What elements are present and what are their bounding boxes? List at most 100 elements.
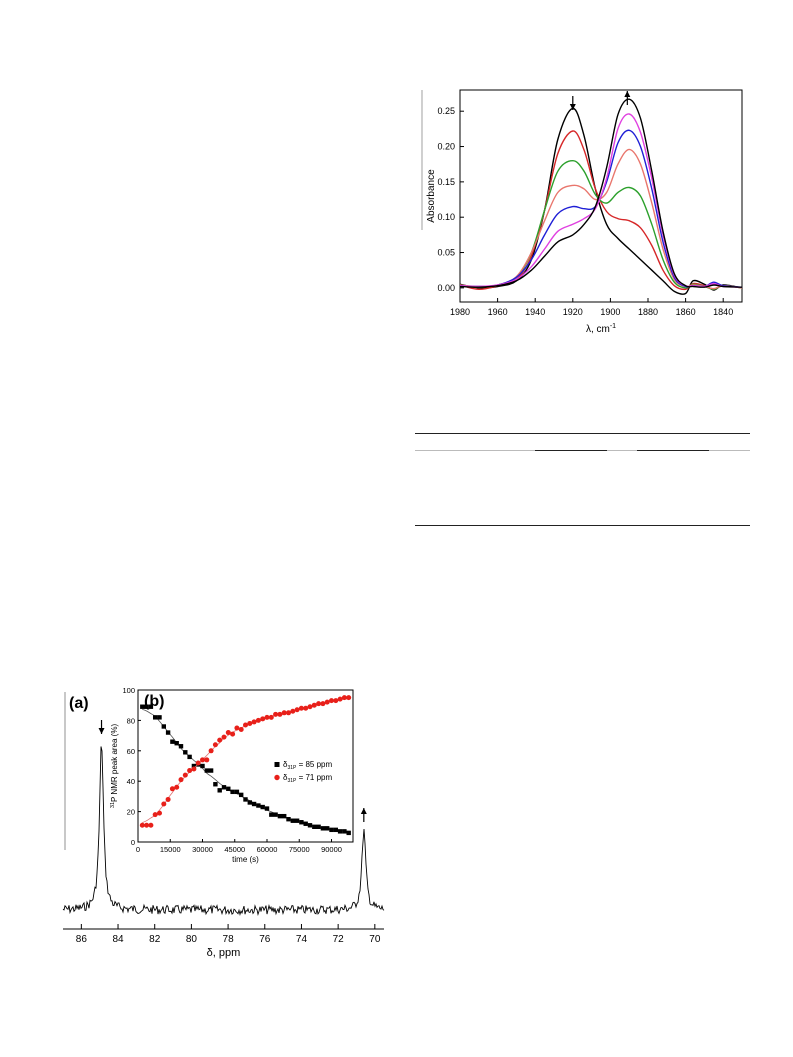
kinetic-point-71ppm [200, 757, 205, 763]
kinetic-y-tick-label: 20 [127, 808, 135, 817]
kinetic-point-71ppm [204, 757, 210, 763]
kinetic-point-85ppm [307, 823, 313, 828]
kinetic-point-71ppm [311, 702, 317, 708]
ir-plot-frame [459, 89, 743, 303]
kinetic-point-71ppm [303, 705, 309, 711]
kinetic-point-85ppm [316, 824, 321, 829]
ir-y-tick-label: 0.25 [437, 106, 455, 116]
kinetic-point-85ppm [260, 804, 265, 810]
nmr-spectrum-line [62, 746, 385, 917]
kinetic-x-tick-label: 75000 [289, 845, 310, 854]
kinetic-point-85ppm [342, 829, 347, 834]
kinetic-plot-frame [137, 689, 354, 843]
kinetic-point-71ppm [225, 730, 231, 736]
kinetic-point-71ppm [247, 720, 253, 726]
kinetic-point-85ppm [247, 800, 252, 805]
kinetic-point-71ppm [238, 727, 244, 733]
ir-y-tick-label: 0.00 [437, 283, 455, 293]
kinetic-point-71ppm [174, 784, 180, 790]
kinetic-point-85ppm [256, 803, 261, 808]
ir-x-tick-label: 1860 [676, 307, 696, 317]
kinetic-point-85ppm [312, 824, 317, 829]
kinetic-point-85ppm [243, 797, 248, 802]
legend-label-2: δ31P = 71 ppm [283, 773, 332, 784]
kinetic-x-axis-label: time (s) [232, 855, 259, 864]
kinetic-x-tick-label: 15000 [160, 845, 181, 854]
ir-x-tick-label: 1980 [450, 307, 470, 317]
kinetic-point-85ppm [333, 827, 338, 833]
kinetic-point-85ppm [320, 826, 326, 831]
kinetic-x-tick-label: 30000 [192, 845, 213, 854]
kinetic-y-tick-label: 100 [122, 686, 135, 695]
kinetic-point-85ppm [191, 763, 197, 769]
table-bottom-rule [415, 525, 750, 526]
kinetic-point-71ppm [294, 707, 300, 713]
kinetic-point-85ppm [153, 715, 158, 720]
kinetic-point-71ppm [243, 722, 248, 728]
kinetic-y-axis-label-text: P NMR peak area (%) [110, 724, 119, 802]
kinetic-point-85ppm [221, 785, 227, 790]
kinetic-point-71ppm [144, 822, 150, 828]
table-top-rule [415, 433, 750, 434]
legend-label-sub: 31P [287, 778, 297, 784]
kinetic-point-71ppm [148, 822, 154, 828]
kinetic-y-tick-label: 0 [131, 838, 135, 847]
nmr-arrow-down-icon [98, 720, 105, 734]
kinetic-point-71ppm [217, 737, 223, 743]
kinetic-point-85ppm [294, 818, 300, 823]
kinetic-point-71ppm [341, 695, 347, 701]
kinetic-point-71ppm [316, 701, 322, 707]
kinetic-point-71ppm [273, 711, 279, 717]
kinetic-point-85ppm [264, 806, 270, 811]
kinetic-point-71ppm [260, 716, 266, 722]
kinetic-point-85ppm [208, 768, 214, 773]
kinetic-point-71ppm [157, 810, 162, 816]
kinetic-point-85ppm [178, 744, 184, 749]
kinetic-point-85ppm [183, 750, 188, 755]
legend-label-value: = 71 ppm [296, 773, 332, 782]
kinetic-point-85ppm [187, 754, 192, 760]
legend-label-sub: 31P [287, 765, 297, 771]
ir-series-line-7 [460, 98, 742, 288]
kinetic-point-85ppm [213, 782, 218, 787]
nmr-x-tick-label: 84 [112, 934, 124, 945]
kinetic-point-71ppm [298, 705, 304, 711]
kinetic-y-tick-label: 80 [127, 716, 135, 725]
kinetic-point-71ppm [324, 699, 330, 705]
ir-y-tick-label: 0.15 [437, 177, 455, 187]
kinetic-y-axis-label: 31P NMR peak area (%) [110, 724, 119, 809]
ir-x-tick-label: 1940 [525, 307, 545, 317]
kinetic-point-71ppm [277, 711, 283, 717]
ir-series-line-3 [460, 159, 742, 290]
kinetic-point-85ppm [277, 813, 283, 819]
kinetic-point-85ppm [140, 704, 145, 709]
kinetic-point-85ppm [157, 715, 162, 720]
kinetic-point-71ppm [195, 760, 201, 766]
nmr-x-tick-label: 86 [76, 934, 88, 945]
kinetic-point-71ppm [329, 698, 334, 704]
kinetic-point-85ppm [325, 826, 330, 831]
kinetic-point-71ppm [165, 796, 171, 802]
kinetic-point-71ppm [337, 696, 343, 702]
kinetic-point-71ppm [139, 822, 145, 828]
kinetic-point-71ppm [333, 698, 339, 704]
kinetic-point-71ppm [182, 772, 188, 778]
kinetic-y-tick-label: 40 [127, 777, 135, 786]
kinetic-x-tick-label: 60000 [257, 845, 278, 854]
kinetic-point-85ppm [282, 813, 287, 819]
ir-series-line-1 [460, 107, 742, 295]
legend-marker-1 [274, 762, 280, 767]
kinetic-point-85ppm [174, 741, 179, 746]
legend-label-value: = 85 ppm [296, 760, 332, 769]
kinetic-point-71ppm [152, 812, 158, 818]
ir-arrow-down-icon [569, 96, 576, 110]
ir-y-tick-label: 0.20 [437, 142, 455, 152]
kinetic-point-71ppm [307, 704, 313, 710]
ir-y-tick-label: 0.10 [437, 212, 455, 222]
nmr-x-axis-label: δ, ppm [207, 947, 241, 959]
ir-y-axis-label: Absorbance [426, 169, 437, 223]
kinetic-x-tick-label: 0 [136, 845, 140, 854]
kinetic-point-85ppm [251, 801, 257, 807]
kinetic-point-85ppm [161, 724, 166, 729]
kinetic-point-85ppm [290, 818, 295, 823]
